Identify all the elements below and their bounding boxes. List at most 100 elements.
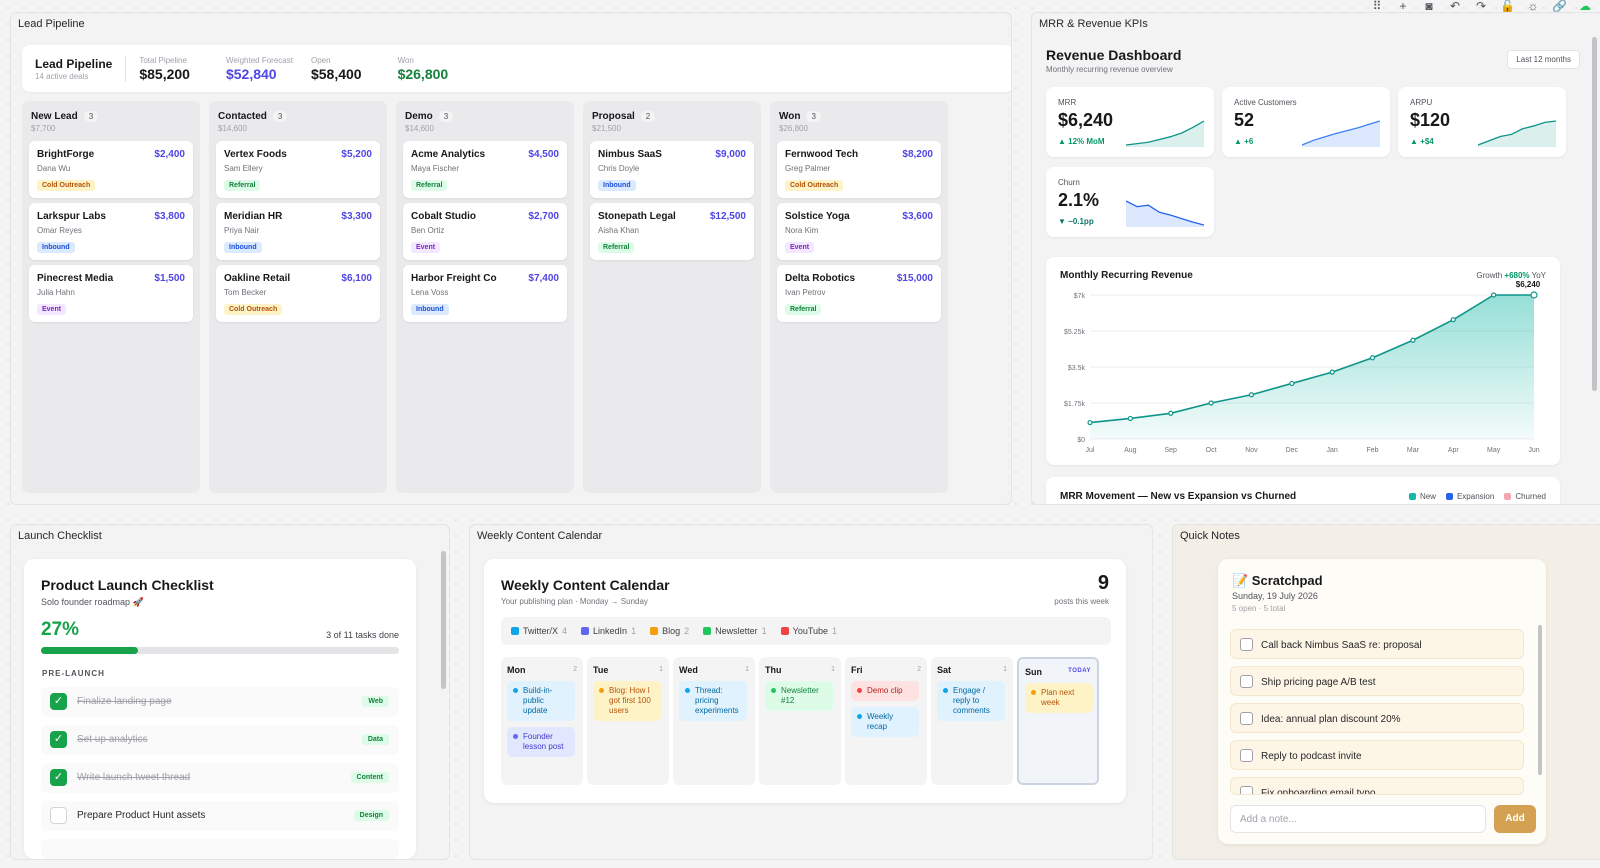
deal-card[interactable]: Fernwood Tech $8,200 Greg Palmer Cold Outre… [777, 141, 941, 198]
checklist-item[interactable]: ✓ Write launch tweet thread Content [41, 763, 399, 793]
deal-card[interactable]: Nimbus SaaS $9,000 Chris Doyle Inbound [590, 141, 754, 198]
deal-value: $3,300 [341, 211, 372, 222]
note-item[interactable]: Fix onboarding email typo [1230, 777, 1524, 795]
checklist-item[interactable]: ✓ Set up analytics Data [41, 725, 399, 755]
stat-value: $52,840 [225, 65, 277, 82]
redo-icon[interactable]: ↷ [1475, 0, 1487, 13]
calendar-event[interactable]: Demo clip [851, 681, 919, 701]
deal-card[interactable]: Delta Robotics $15,000 Ivan Petrov Referral [777, 265, 941, 322]
column-count: 3 [83, 111, 99, 122]
checklist-item [41, 839, 399, 859]
calendar-event[interactable]: Thread: pricing experiments [679, 681, 747, 721]
deal-source-tag: Cold Outreach [37, 180, 96, 191]
lock-icon[interactable]: 🔓 [1500, 0, 1515, 13]
channel-count: 4 [562, 626, 568, 636]
deal-owner: Maya Fischer [411, 164, 460, 173]
panel-title: Quick Notes [1180, 530, 1240, 542]
channel-chip[interactable]: Blog 2 [650, 626, 689, 636]
event-text: Demo clip [867, 686, 903, 695]
deal-card[interactable]: Cobalt Studio $2,700 Ben Ortiz Event [403, 203, 567, 260]
channel-chip[interactable]: Twitter/X 4 [511, 626, 567, 636]
day-name: Tue [593, 665, 609, 675]
checklist-title: Product Launch Checklist [41, 577, 214, 593]
drag-handle-icon[interactable]: ⠿ [1372, 0, 1382, 13]
x-tick-label: Jan [1327, 447, 1338, 454]
deal-card[interactable]: Larkspur Labs $3,800 Omar Reyes Inbound [29, 203, 193, 260]
pipeline-title: Lead Pipeline [35, 56, 113, 71]
post-count: 9 [1097, 572, 1109, 594]
range-selector[interactable]: Last 12 months [1507, 50, 1580, 69]
note-item[interactable]: Reply to podcast invite [1230, 740, 1524, 770]
note-item[interactable]: Call back Nimbus SaaS re: proposal [1230, 629, 1524, 659]
note-checkbox[interactable] [1240, 712, 1253, 725]
checklist-card: Product Launch Checklist Solo founder ro… [24, 559, 416, 859]
day-count: 2 [917, 666, 921, 673]
data-point [1450, 317, 1456, 323]
calendar-event[interactable]: Newsletter #12 [765, 681, 833, 711]
event-dot-icon [1031, 690, 1036, 695]
calendar-event[interactable]: Founder lesson post [507, 727, 575, 757]
stat-won: Won $26,800 [398, 56, 449, 82]
scrollbar[interactable] [1538, 625, 1542, 775]
scrollbar[interactable] [1592, 37, 1597, 391]
checkbox[interactable] [50, 807, 67, 824]
channel-chip[interactable]: LinkedIn 1 [581, 626, 636, 636]
task-tag: Data [361, 734, 389, 745]
stat-value: $26,800 [397, 65, 449, 82]
column-header: Proposal 2 [592, 111, 656, 122]
progress-bar [41, 647, 399, 654]
note-item[interactable]: Idea: annual plan discount 20% [1230, 703, 1524, 733]
kpi-sparkline [1478, 120, 1556, 147]
deal-value: $6,100 [341, 273, 372, 284]
undo-icon[interactable]: ↶ [1449, 0, 1461, 13]
calendar-event[interactable]: Engage / reply to comments [937, 681, 1005, 721]
x-tick-label: Mar [1407, 447, 1420, 454]
deal-card[interactable]: BrightForge $2,400 Dana Wu Cold Outreach [29, 141, 193, 198]
column-header: New Lead 3 [31, 111, 99, 122]
deal-card[interactable]: Harbor Freight Co $7,400 Lena Voss Inbound [403, 265, 567, 322]
deal-name: Vertex Foods [224, 149, 287, 160]
deal-card[interactable]: Pinecrest Media $1,500 Julia Hahn Event [29, 265, 193, 322]
deal-card[interactable]: Stonepath Legal $12,500 Aisha Khan Referral [590, 203, 754, 260]
checkbox[interactable]: ✓ [50, 731, 67, 748]
deal-owner: Omar Reyes [37, 226, 82, 235]
deal-card[interactable]: Solstice Yoga $3,600 Nora Kim Event [777, 203, 941, 260]
sun-icon[interactable]: ☼ [1527, 0, 1539, 13]
deal-card[interactable]: Oakline Retail $6,100 Tom Becker Cold Outre… [216, 265, 380, 322]
plus-icon[interactable]: + [1399, 0, 1407, 13]
link-icon[interactable]: 🔗 [1552, 0, 1567, 13]
cloud-icon[interactable]: ☁ [1579, 0, 1591, 13]
deal-card[interactable]: Vertex Foods $5,200 Sam Ellery Referral [216, 141, 380, 198]
note-checkbox[interactable] [1240, 786, 1253, 794]
legend-churned: Churned [1504, 492, 1546, 501]
calendar-event[interactable]: Plan next week [1025, 683, 1093, 713]
checkbox[interactable]: ✓ [50, 693, 67, 710]
channel-chip[interactable]: YouTube 1 [780, 626, 837, 636]
x-tick-label: Nov [1245, 447, 1258, 454]
add-note-button[interactable]: Add [1494, 805, 1536, 833]
note-item[interactable]: Ship pricing page A/B test [1230, 666, 1524, 696]
note-checkbox[interactable] [1240, 749, 1253, 762]
calendar-event[interactable]: Build-in-public update [507, 681, 575, 721]
kpi-card: MRR $6,240 ▲ 12% MoM [1046, 87, 1214, 157]
kpi-delta: ▲ +$4 [1410, 137, 1434, 146]
channel-chip[interactable]: Newsletter 1 [703, 626, 767, 636]
camera-icon[interactable]: ◙ [1425, 0, 1433, 13]
scrollbar[interactable] [441, 551, 446, 689]
checklist-item[interactable]: ✓ Finalize landing page Web [41, 687, 399, 717]
deal-source-tag: Cold Outreach [785, 180, 844, 191]
revenue-title: Revenue Dashboard [1046, 47, 1182, 63]
y-tick-label: $3.5k [1068, 365, 1086, 372]
deal-value: $8,200 [902, 149, 933, 160]
checklist-item[interactable]: Prepare Product Hunt assets Design [41, 801, 399, 831]
note-checkbox[interactable] [1240, 638, 1253, 651]
checkbox[interactable]: ✓ [50, 769, 67, 786]
deal-source-tag: Referral [411, 180, 448, 191]
calendar-event[interactable]: Weekly recap [851, 707, 919, 737]
note-checkbox[interactable] [1240, 675, 1253, 688]
growth-prefix: Growth [1476, 271, 1505, 280]
deal-card[interactable]: Acme Analytics $4,500 Maya Fischer Referral [403, 141, 567, 198]
add-note-input[interactable]: Add a note... [1230, 805, 1486, 833]
calendar-event[interactable]: Blog: How I got first 100 users [593, 681, 661, 721]
deal-card[interactable]: Meridian HR $3,300 Priya Nair Inbound [216, 203, 380, 260]
